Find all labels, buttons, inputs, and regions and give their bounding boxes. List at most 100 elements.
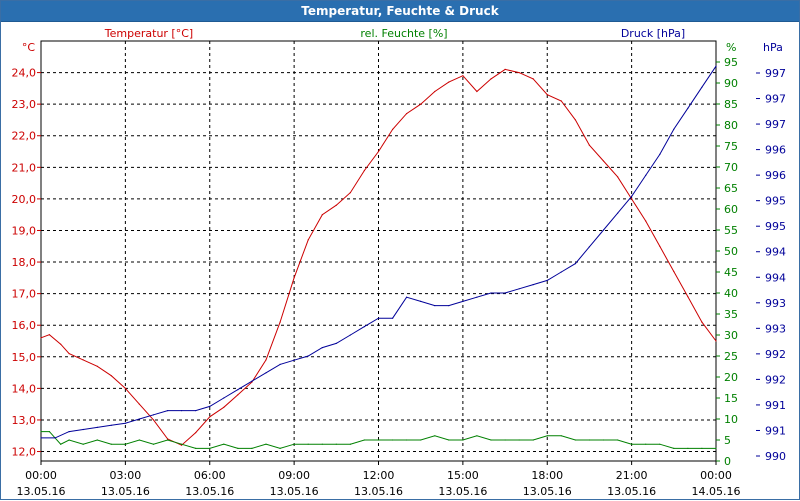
humidity-tick-label: 85 (724, 98, 738, 111)
temperature-data-point (68, 353, 70, 355)
x-tick-date: 14.05.16 (692, 485, 741, 498)
title-bar: Temperatur, Feuchte & Druck (1, 1, 799, 22)
pressure-data-point (588, 246, 591, 248)
temperature-tick-label: 17,0 (12, 288, 37, 301)
pressure-data-point (462, 300, 464, 302)
temperature-data-point (546, 94, 548, 96)
temperature-data-point (476, 90, 478, 93)
humidity-data-point (701, 447, 703, 449)
humidity-tick-label: 5 (724, 434, 731, 447)
pressure-data-point (392, 317, 394, 319)
temperature-data-point (602, 160, 605, 162)
humidity-data-point (631, 443, 633, 445)
humidity-data-point (504, 439, 506, 441)
humidity-data-point (223, 443, 225, 445)
humidity-data-point (279, 447, 281, 449)
pressure-data-point (237, 389, 239, 391)
temperature-data-point (673, 270, 675, 273)
temperature-data-point (687, 296, 689, 298)
x-tick-date: 13.05.16 (270, 485, 319, 498)
pressure-tick-label: 995 (765, 220, 786, 233)
pressure-data-point (82, 428, 84, 431)
humidity-tick-label: 0 (724, 455, 731, 468)
temperature-tick-label: 20,0 (12, 193, 37, 206)
x-tick-time: 15:00 (447, 469, 479, 482)
humidity-axis-title: rel. Feuchte [%] (360, 27, 447, 40)
pressure-data-point (349, 334, 351, 336)
pressure-tick-label: 997 (765, 67, 786, 80)
x-tick-time: 03:00 (110, 469, 142, 482)
humidity-data-point (588, 439, 591, 441)
humidity-data-point (48, 431, 51, 433)
pressure-data-point (715, 65, 717, 67)
temperature-data-point (335, 204, 337, 206)
pressure-data-point (701, 86, 703, 88)
humidity-unit: % (726, 41, 736, 54)
humidity-data-point (377, 439, 380, 441)
humidity-tick-label: 45 (724, 266, 738, 279)
humidity-data-point (82, 443, 84, 445)
temperature-data-point (279, 321, 281, 323)
pressure-data-point (659, 153, 661, 155)
pressure-data-point (167, 410, 169, 412)
temperature-axis-title: Temperatur [°C] (104, 27, 193, 40)
temperature-data-point (617, 176, 619, 178)
humidity-data-point (392, 439, 394, 441)
temperature-tick-label: 14,0 (12, 382, 37, 395)
temperature-data-point (138, 403, 140, 405)
x-tick-date: 13.05.16 (17, 485, 66, 498)
humidity-data-point (40, 431, 42, 433)
humidity-data-point (251, 447, 253, 449)
humidity-data-point (434, 435, 436, 437)
temperature-data-point (293, 277, 295, 279)
humidity-data-point (293, 443, 295, 445)
pressure-data-point (560, 271, 562, 273)
pressure-tick-label: 991 (765, 424, 786, 437)
humidity-data-point (363, 439, 365, 441)
humidity-data-point (476, 435, 478, 437)
pressure-tick-label: 996 (765, 169, 786, 182)
x-tick-time: 12:00 (363, 469, 395, 482)
temperature-data-point (392, 128, 394, 130)
pressure-data-point (251, 380, 253, 382)
humidity-data-point (560, 435, 562, 437)
humidity-tick-label: 70 (724, 161, 738, 174)
humidity-tick-label: 20 (724, 371, 738, 384)
humidity-tick-label: 55 (724, 224, 738, 237)
temperature-data-point (560, 100, 562, 102)
humidity-data-point (68, 439, 70, 441)
humidity-data-point (673, 447, 675, 449)
humidity-data-point (659, 443, 661, 445)
pressure-data-point (617, 212, 619, 214)
temperature-tick-label: 15,0 (12, 351, 37, 364)
temperature-data-point (420, 103, 422, 105)
temperature-data-point (321, 214, 323, 216)
temperature-data-point (631, 198, 633, 200)
temperature-data-point (377, 150, 380, 153)
pressure-data-point (209, 405, 211, 407)
temperature-tick-label: 16,0 (12, 319, 37, 332)
pressure-data-point (293, 359, 295, 361)
pressure-data-point (631, 195, 633, 197)
temperature-data-point (518, 72, 520, 74)
temperature-tick-label: 22,0 (12, 130, 37, 143)
temperature-tick-label: 24,0 (12, 67, 37, 80)
pressure-tick-label: 994 (765, 271, 786, 284)
humidity-data-point (574, 439, 577, 441)
humidity-data-point (687, 447, 689, 449)
x-tick-time: 00:00 (25, 469, 57, 482)
pressure-data-point (265, 372, 267, 374)
window-title: Temperatur, Feuchte & Druck (301, 4, 499, 18)
temperature-data-point (82, 359, 84, 361)
temperature-data-point (645, 220, 647, 222)
humidity-data-point (645, 443, 647, 445)
x-tick-date: 13.05.16 (523, 485, 572, 498)
pressure-tick-label: 992 (765, 348, 786, 361)
x-tick-date: 13.05.16 (438, 485, 487, 498)
pressure-data-point (181, 410, 183, 412)
humidity-data-point (532, 439, 534, 441)
temperature-unit: °C (22, 41, 36, 54)
pressure-data-point (335, 342, 337, 344)
